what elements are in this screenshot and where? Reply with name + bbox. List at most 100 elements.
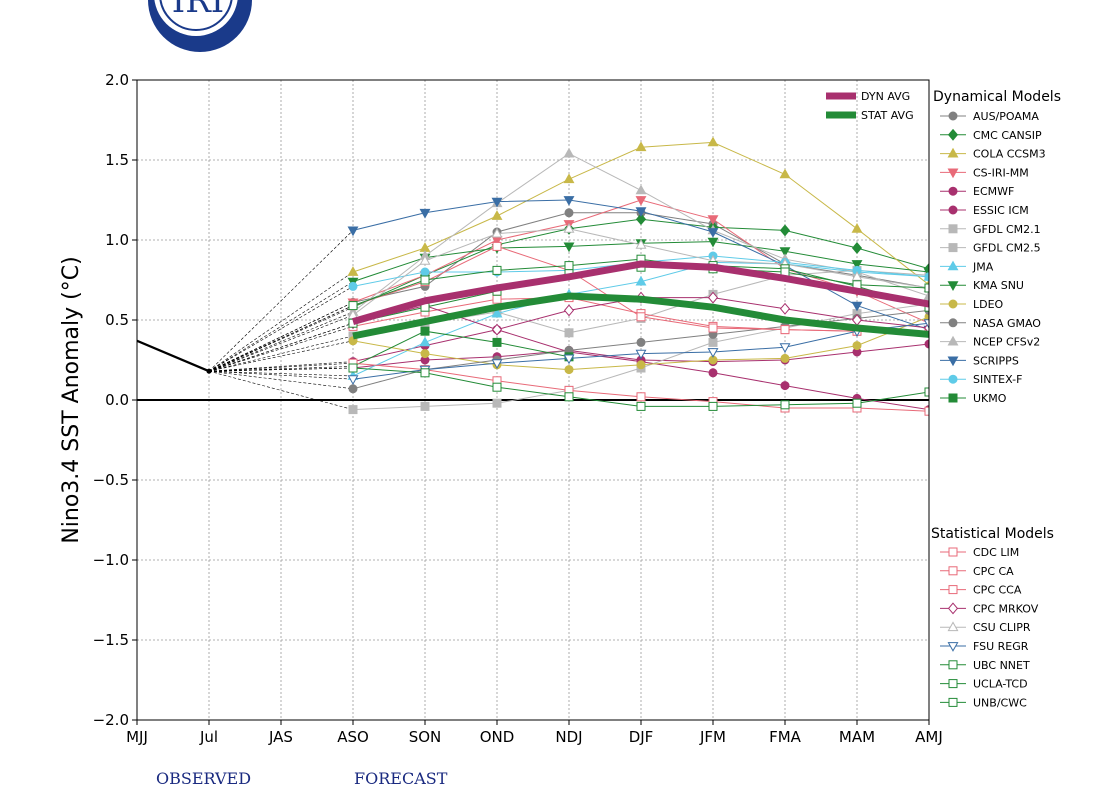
- legend-marker-ecmwf: [948, 186, 958, 196]
- point-cpc-cca-jfm: [708, 323, 718, 333]
- line-ukmo: [352, 330, 570, 367]
- legend-marker-cpc-ca: [948, 566, 958, 576]
- series-ubc-nnet: [348, 363, 929, 411]
- point-cpc-mrkov-fma: [779, 302, 791, 315]
- forecast-label: FORECAST: [354, 769, 448, 788]
- observed-label: OBSERVED: [156, 769, 252, 788]
- xtick-label-aso: ASO: [337, 728, 369, 746]
- point-jma-ond: [491, 307, 503, 318]
- xtick-label-mjj: MJJ: [126, 728, 148, 746]
- point-ncep-cfsv2-amj: [923, 290, 929, 300]
- point-csu-clipr-djf: [635, 238, 647, 249]
- connector-ucla-tcd: [208, 322, 354, 372]
- point-kma-snu-jfm: [707, 237, 719, 248]
- connector-ncep-cfsv2: [208, 311, 354, 372]
- legend-label-fsu-regr: FSU REGR: [973, 640, 1029, 653]
- ytick-label-4: 0.0: [105, 391, 129, 409]
- legend-label-ubc-nnet: UBC NNET: [973, 659, 1030, 672]
- legend-marker-ldeo: [948, 299, 958, 309]
- point-aus-poama-ndj: [564, 208, 574, 218]
- legend-marker-sintex-f: [948, 374, 958, 384]
- point-ldeo-mam: [852, 341, 862, 351]
- xtick-label-jas: JAS: [268, 728, 293, 746]
- legend-label-scripps: SCRIPPS: [973, 354, 1019, 367]
- point-ubc-nnet-son: [420, 368, 430, 378]
- connector-ukmo: [208, 366, 354, 372]
- legend-label-cpc-ca: CPC CA: [973, 565, 1014, 578]
- xtick-label-jfm: JFM: [699, 728, 726, 746]
- series-ukmo: [348, 326, 574, 371]
- xtick-label-jul: Jul: [199, 728, 218, 746]
- point-fsu-regr-aso: [347, 375, 359, 386]
- point-fsu-regr-fma: [779, 343, 791, 354]
- ytick-label-6: 1.0: [105, 231, 129, 249]
- observed-line: [137, 339, 210, 373]
- connector-nasa-gmao: [208, 370, 354, 390]
- legend-marker-ncep-cfsv2: [947, 335, 959, 346]
- legend-marker-ubc-nnet: [948, 660, 958, 670]
- point-gfdl-cm2-1-ond: [492, 398, 502, 408]
- point-cola-ccsm3-aso: [347, 266, 359, 276]
- legend-label-cola-ccsm3: COLA CCSM3: [973, 148, 1046, 161]
- point-csu-clipr-ond: [491, 227, 503, 238]
- series-cola-ccsm3: [347, 136, 929, 289]
- xtick-label-mam: MAM: [839, 728, 875, 746]
- point-cola-ccsm3-fma: [779, 168, 791, 179]
- connector-fsu-regr: [208, 370, 354, 380]
- point-essic-icm-amj: [924, 339, 929, 349]
- point-ldeo-amj: [924, 312, 929, 322]
- point-cpc-mrkov-ond: [491, 323, 503, 336]
- connector-cola-ccsm3: [208, 271, 354, 372]
- point-unb-cwc-ndj: [564, 261, 574, 271]
- ytick-label-1: −1.5: [93, 631, 129, 649]
- connector-ecmwf: [208, 361, 354, 372]
- point-ucla-tcd-amj: [924, 302, 929, 312]
- point-scripps-ndj: [563, 196, 575, 206]
- legend-label-ldeo: LDEO: [973, 298, 1004, 311]
- point-cmc-cansip-fma: [779, 224, 791, 237]
- point-cola-ccsm3-djf: [635, 141, 647, 152]
- point-ubc-nnet-djf: [636, 401, 646, 411]
- point-gfdl-cm2-1-jfm: [708, 337, 718, 347]
- connector-unb-cwc: [208, 305, 354, 372]
- xtick-label-son: SON: [409, 728, 442, 746]
- point-cs-iri-mm-jfm: [707, 215, 719, 226]
- point-kma-snu-amj: [923, 268, 929, 278]
- point-cpc-mrkov-jfm: [707, 291, 719, 304]
- legend-marker-ucla-tcd: [948, 679, 958, 689]
- legend-label-cpc-mrkov: CPC MRKOV: [973, 602, 1039, 615]
- point-fsu-regr-ond: [491, 359, 503, 370]
- legend-marker-unb-cwc: [948, 697, 958, 707]
- connector-ubc-nnet: [208, 367, 354, 372]
- legend-label-ucla-tcd: UCLA-TCD: [973, 678, 1028, 691]
- connector-csu-clipr: [208, 314, 354, 372]
- ytick-label-0: −2.0: [93, 711, 129, 729]
- point-cola-ccsm3-son: [419, 242, 431, 252]
- ytick-label-3: −0.5: [93, 471, 129, 489]
- point-scripps-mam: [851, 301, 863, 312]
- point-ubc-nnet-jfm: [708, 401, 718, 411]
- point-cola-ccsm3-ond: [491, 210, 503, 220]
- legend-label-ncep-cfsv2: NCEP CFSv2: [973, 336, 1040, 349]
- legend-label-gfdl-cm2-5: GFDL CM2.5: [973, 242, 1041, 255]
- legend-label-aus-poama: AUS/POAMA: [973, 110, 1039, 123]
- point-cmc-cansip-djf: [635, 213, 647, 226]
- legend-label-gfdl-cm2-1: GFDL CM2.1: [973, 223, 1041, 236]
- legend-marker-cpc-mrkov: [947, 602, 959, 615]
- legend-label-ecmwf: ECMWF: [973, 185, 1014, 198]
- point-fsu-regr-amj: [923, 319, 929, 330]
- ytick-label-2: −1.0: [93, 551, 129, 569]
- legend-marker-cs-iri-mm: [947, 168, 959, 179]
- point-ldeo-djf: [636, 360, 646, 370]
- legend-label-jma: JMA: [972, 260, 994, 273]
- connector-jma: [208, 370, 354, 377]
- point-cpc-mrkov-ndj: [563, 304, 575, 317]
- legend-label-cpc-cca: CPC CCA: [973, 584, 1022, 597]
- point-kma-snu-ndj: [563, 242, 575, 253]
- point-cmc-cansip-mam: [851, 242, 863, 254]
- point-ldeo-fma: [780, 353, 790, 363]
- ytick-label-7: 1.5: [105, 151, 129, 169]
- connector-kma-snu: [208, 281, 354, 372]
- point-ubc-nnet-ndj: [564, 392, 574, 402]
- point-ncep-cfsv2-ndj: [563, 147, 575, 158]
